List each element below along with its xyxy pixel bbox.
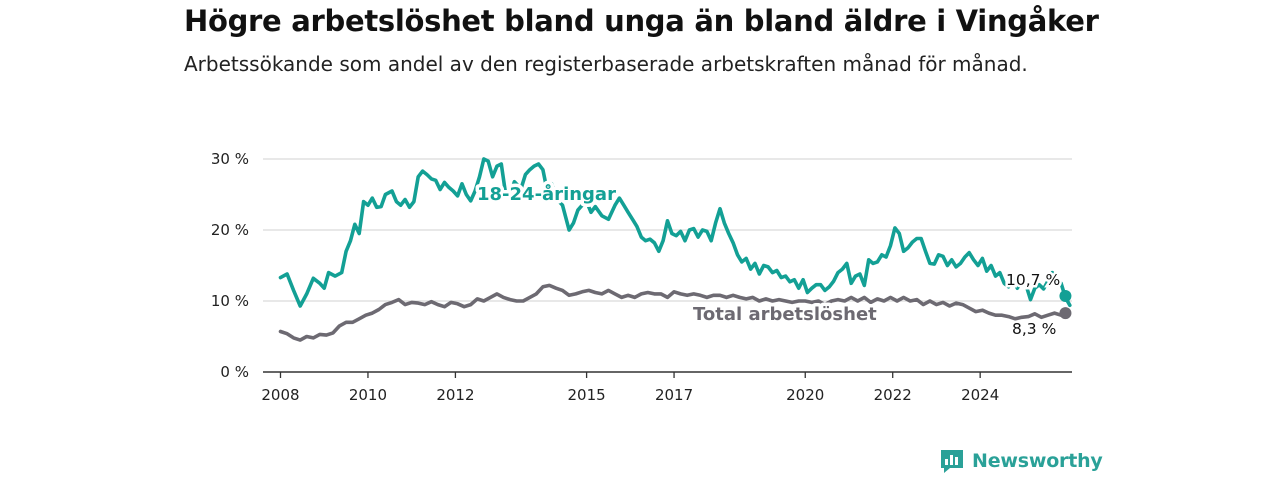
x-tick-label: 2024 bbox=[961, 386, 999, 404]
x-axis: 2008 2010 2012 2015 2017 2020 2022 2024 bbox=[261, 371, 1072, 404]
end-point-total bbox=[1059, 307, 1072, 320]
x-tick-label: 2010 bbox=[349, 386, 387, 404]
chart-subtitle: Arbetssökande som andel av den registerb… bbox=[184, 52, 1028, 76]
y-tick-label: 30 % bbox=[211, 150, 249, 168]
series-line-total bbox=[278, 283, 1063, 342]
series-lines bbox=[278, 157, 1072, 342]
x-tick-label: 2017 bbox=[655, 386, 693, 404]
brand-name: Newsworthy bbox=[972, 450, 1103, 472]
brand: Newsworthy bbox=[938, 447, 1103, 475]
x-tick-label: 2012 bbox=[436, 386, 474, 404]
end-point-youth bbox=[1059, 290, 1072, 303]
series-label-total: Total arbetslöshet bbox=[693, 304, 877, 325]
y-tick-label: 0 % bbox=[220, 363, 249, 381]
end-label-total: 8,3 % bbox=[1012, 320, 1056, 338]
x-tick-label: 2015 bbox=[568, 386, 606, 404]
series-labels: 18-24-åringar Total arbetslöshet 10,7 % 8,3… bbox=[474, 180, 1063, 341]
newsworthy-logo-icon bbox=[941, 450, 963, 473]
chart-title: Högre arbetslöshet bland unga än bland ä… bbox=[184, 4, 1099, 38]
series-label-youth: 18-24-åringar bbox=[477, 183, 616, 205]
x-tick-label: 2020 bbox=[786, 386, 824, 404]
x-tick-label: 2008 bbox=[261, 386, 299, 404]
grid-lines bbox=[263, 158, 1072, 302]
x-tick-label: 2022 bbox=[874, 386, 912, 404]
series-line-youth bbox=[278, 157, 1072, 308]
end-label-youth: 10,7 % bbox=[1006, 271, 1060, 289]
y-axis-tick-labels: 0 % 10 % 20 % 30 % bbox=[211, 150, 249, 381]
y-tick-label: 20 % bbox=[211, 221, 249, 239]
y-tick-label: 10 % bbox=[211, 292, 249, 310]
